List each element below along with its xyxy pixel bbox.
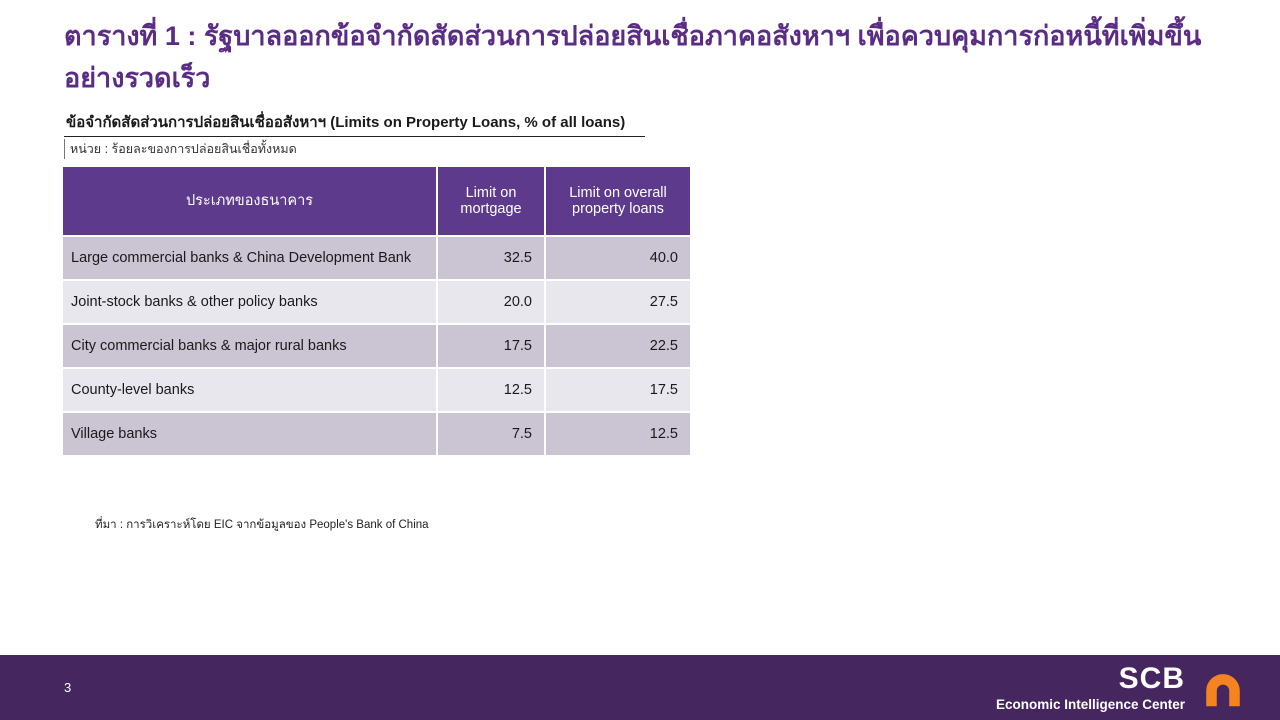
bank-type-cell: Large commercial banks & China Developme… bbox=[63, 235, 437, 281]
bank-type-cell: County-level banks bbox=[63, 367, 437, 413]
table-header-row: ประเภทของธนาคาร Limit on mortgage Limit … bbox=[63, 166, 690, 237]
table-caption: ข้อจำกัดสัดส่วนการปล่อยสินเชื่ออสังหาฯ (… bbox=[64, 110, 646, 137]
footer-bar: 3 SCB Economic Intelligence Center bbox=[0, 655, 1280, 720]
column-header-limit-mortgage: Limit on mortgage bbox=[436, 166, 545, 237]
table-row: Large commercial banks & China Developme… bbox=[63, 235, 690, 281]
brand-text: SCB Economic Intelligence Center bbox=[995, 661, 1185, 712]
page-number: 3 bbox=[64, 680, 72, 695]
limit-mortgage-cell: 7.5 bbox=[436, 411, 545, 457]
table-row: County-level banks 12.5 17.5 bbox=[63, 367, 690, 413]
limit-mortgage-cell: 17.5 bbox=[436, 323, 545, 369]
brand-subtitle: Economic Intelligence Center bbox=[995, 696, 1185, 712]
bank-type-cell: Village banks bbox=[63, 411, 437, 457]
column-header-limit-overall: Limit on overall property loans bbox=[544, 166, 690, 237]
limit-overall-cell: 12.5 bbox=[544, 411, 690, 457]
limit-overall-cell: 40.0 bbox=[544, 235, 690, 281]
table-row: Village banks 7.5 12.5 bbox=[63, 411, 690, 457]
slide-title: ตารางที่ 1 : รัฐบาลออกข้อจำกัดสัดส่วนการ… bbox=[64, 21, 1202, 93]
loan-limits-table: ประเภทของธนาคาร Limit on mortgage Limit … bbox=[63, 166, 690, 457]
table-row: City commercial banks & major rural bank… bbox=[63, 323, 690, 369]
column-header-bank-type: ประเภทของธนาคาร bbox=[63, 166, 437, 237]
bank-type-cell: City commercial banks & major rural bank… bbox=[63, 323, 437, 369]
limit-overall-cell: 27.5 bbox=[544, 279, 690, 325]
table-caption-wrap: ข้อจำกัดสัดส่วนการปล่อยสินเชื่ออสังหาฯ (… bbox=[64, 110, 1280, 137]
bank-type-cell: Joint-stock banks & other policy banks bbox=[63, 279, 437, 325]
limit-overall-cell: 22.5 bbox=[544, 323, 690, 369]
scb-logo-text: SCB bbox=[1118, 661, 1185, 695]
limit-overall-cell: 17.5 bbox=[544, 367, 690, 413]
table-unit-note: หน่วย : ร้อยละของการปล่อยสินเชื่อทั้งหมด bbox=[64, 138, 1280, 159]
limit-mortgage-cell: 12.5 bbox=[436, 367, 545, 413]
limit-mortgage-cell: 32.5 bbox=[436, 235, 545, 281]
limit-mortgage-cell: 20.0 bbox=[436, 279, 545, 325]
scb-arch-logo-icon bbox=[1200, 665, 1246, 711]
table-row: Joint-stock banks & other policy banks 2… bbox=[63, 279, 690, 325]
brand-block: SCB Economic Intelligence Center bbox=[995, 661, 1246, 712]
source-note: ที่มา : การวิเคราะห์โดย EIC จากข้อมูลของ… bbox=[95, 519, 429, 531]
